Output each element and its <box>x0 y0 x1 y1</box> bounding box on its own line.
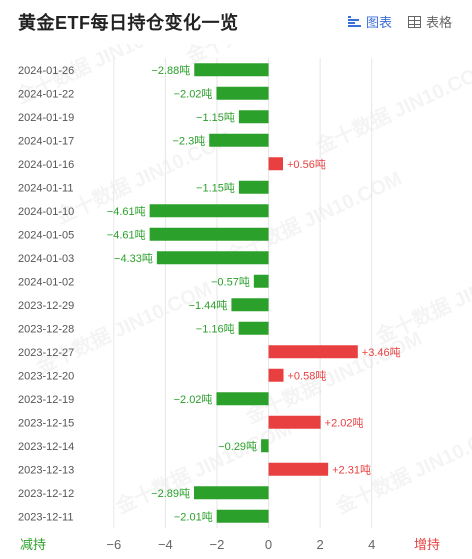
value-label: −2.89吨 <box>151 487 190 500</box>
bar-2023-12-29 <box>231 298 269 312</box>
x-axis-ticks: −6 −4 −2 0 2 4 <box>106 537 375 552</box>
bar-2024-01-16 <box>268 157 283 171</box>
category-label: 2024-01-05 <box>18 229 74 241</box>
bar-2024-01-11 <box>238 180 269 194</box>
x-tick-label: −6 <box>106 537 121 552</box>
chart-view-button[interactable]: 图表 <box>348 12 392 31</box>
bar-chart: 金十数据 JIN10.COM 金十数据 JIN10.COM 金十数据 JIN10.C… <box>11 44 472 552</box>
category-label: 2024-01-10 <box>18 206 74 218</box>
category-label: 2024-01-11 <box>18 182 73 194</box>
value-label: −1.44吨 <box>189 299 228 312</box>
watermark-text: 金十数据 JIN10.COM <box>111 416 295 519</box>
x-tick-label: 0 <box>265 537 272 552</box>
value-label: −2.01吨 <box>174 510 213 523</box>
value-label: −1.16吨 <box>196 322 235 335</box>
bar-2023-12-13 <box>268 462 329 476</box>
bar-2023-12-12 <box>194 486 269 500</box>
table-view-button[interactable]: 表格 <box>408 12 452 31</box>
value-label: +0.56吨 <box>287 158 326 171</box>
value-label: +0.58吨 <box>288 369 327 382</box>
header: 黄金ETF每日持仓变化一览 图表 表格 <box>0 0 472 44</box>
value-label: −0.29吨 <box>218 440 257 453</box>
watermark-text: 金十数据 JIN10.COM <box>371 246 472 349</box>
table-view-label: 表格 <box>426 15 453 30</box>
bar-2024-01-05 <box>149 227 269 241</box>
x-tick-label: −2 <box>210 537 225 552</box>
category-label: 2023-12-14 <box>18 441 74 453</box>
value-label: −4.61吨 <box>107 205 146 218</box>
category-label: 2024-01-26 <box>18 65 74 77</box>
value-label: +2.31吨 <box>332 463 371 476</box>
value-labels: −2.88吨 −2.02吨 −1.15吨 −2.3吨 +0.56吨 −1.15吨 −4.61… <box>107 64 401 524</box>
value-label: −2.02吨 <box>174 87 213 100</box>
value-label: −4.33吨 <box>114 252 153 265</box>
bar-2023-12-20 <box>268 368 284 382</box>
category-labels: 2024-01-26 2024-01-22 2024-01-19 2024-01-17… <box>18 65 74 524</box>
category-label: 2023-12-12 <box>18 488 74 500</box>
decrease-axis-label: 减持 <box>20 537 46 552</box>
bar-2023-12-15 <box>268 415 321 429</box>
increase-axis-label: 增持 <box>414 537 440 552</box>
bars <box>149 63 358 523</box>
value-label: −1.15吨 <box>196 181 235 194</box>
bar-2023-12-11 <box>216 509 269 523</box>
bar-2023-12-14 <box>261 439 269 453</box>
category-label: 2023-12-20 <box>18 370 74 382</box>
watermark-text: 金十数据 JIN10.COM <box>311 56 472 159</box>
value-label: +2.02吨 <box>325 416 364 429</box>
bar-2023-12-28 <box>238 321 269 335</box>
value-label: −2.02吨 <box>174 393 213 406</box>
value-label: −4.61吨 <box>107 228 146 241</box>
category-label: 2024-01-03 <box>18 253 74 265</box>
value-label: −2.88吨 <box>151 64 190 77</box>
category-label: 2024-01-16 <box>18 159 74 171</box>
bar-2024-01-03 <box>156 251 269 265</box>
page-title: 黄金ETF每日持仓变化一览 <box>18 13 239 33</box>
bar-chart-icon <box>348 15 361 28</box>
category-label: 2023-12-29 <box>18 300 74 312</box>
category-label: 2023-12-19 <box>18 394 74 406</box>
category-label: 2024-01-17 <box>18 135 74 147</box>
x-tick-label: 2 <box>317 537 324 552</box>
category-label: 2024-01-02 <box>18 276 74 288</box>
bar-2024-01-10 <box>149 204 269 218</box>
value-label: −0.57吨 <box>211 275 250 288</box>
value-label: −1.15吨 <box>196 111 235 124</box>
value-label: +3.46吨 <box>362 346 401 359</box>
bar-2024-01-22 <box>216 86 269 100</box>
value-label: −2.3吨 <box>173 134 206 147</box>
bar-2024-01-17 <box>209 133 269 147</box>
bar-2023-12-27 <box>268 345 358 359</box>
category-label: 2023-12-15 <box>18 417 74 429</box>
category-label: 2023-12-28 <box>18 323 74 335</box>
bar-2023-12-19 <box>216 392 269 406</box>
table-icon <box>408 15 421 28</box>
category-label: 2023-12-13 <box>18 464 74 476</box>
category-label: 2023-12-11 <box>18 511 73 523</box>
x-tick-label: 4 <box>368 537 375 552</box>
category-label: 2024-01-22 <box>18 88 74 100</box>
category-label: 2023-12-27 <box>18 347 74 359</box>
bar-2024-01-26 <box>194 63 269 77</box>
category-label: 2024-01-19 <box>18 112 74 124</box>
bar-2024-01-19 <box>238 110 269 124</box>
bar-2024-01-02 <box>253 274 269 288</box>
chart-view-label: 图表 <box>366 15 393 30</box>
x-tick-label: −4 <box>158 537 173 552</box>
